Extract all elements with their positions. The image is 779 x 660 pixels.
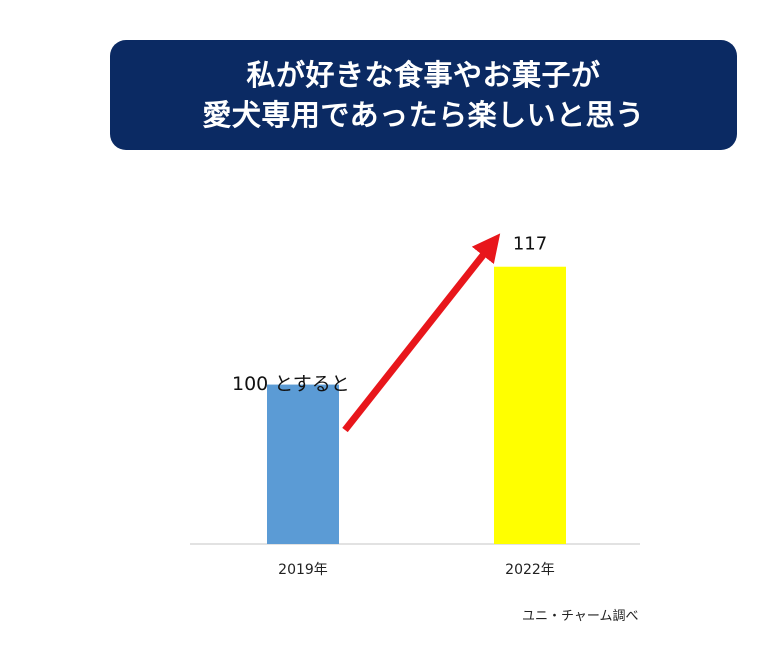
chart-title-box: 私が好きな食事やお菓子が 愛犬専用であったら楽しいと思う (110, 40, 737, 150)
data-label-1: 117 (513, 234, 547, 255)
x-tick-label-1: 2022年 (505, 562, 555, 578)
source-note: ユニ・チャーム調べ (522, 609, 638, 624)
bar-0 (267, 384, 339, 544)
trend-arrow (342, 233, 501, 433)
x-tick-label-0: 2019年 (278, 562, 328, 578)
chart-title-line-2: 愛犬専用であったら楽しいと思う (202, 98, 645, 132)
chart-title-line-1: 私が好きな食事やお菓子が (246, 58, 601, 92)
baseline-annotation: 100 とすると (232, 373, 350, 395)
bar-1 (494, 266, 566, 544)
